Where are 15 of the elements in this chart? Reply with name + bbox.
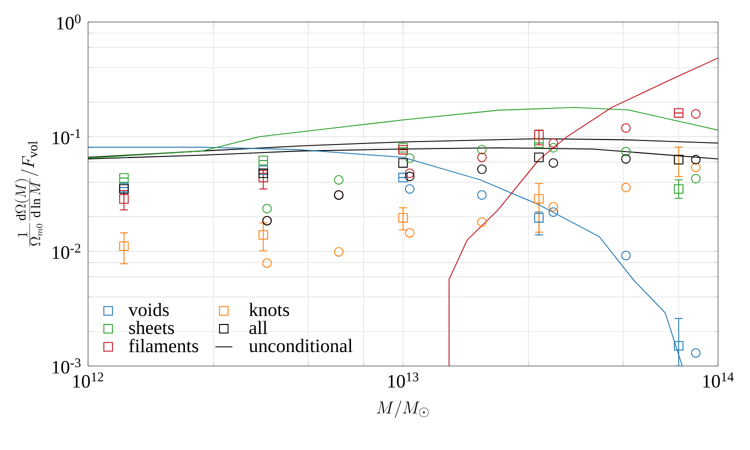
y-tick-label: 10$^{-3}$ <box>52 358 81 374</box>
x-tick-label: 10$^{14}$ <box>703 372 734 388</box>
y-tick-label: 10$^{-2}$ <box>52 244 80 259</box>
legend-label: knots <box>249 302 290 316</box>
legend-label: sheets <box>129 320 174 334</box>
legend-label: unconditional <box>249 338 352 352</box>
x-axis-title: $M/M_\odot$ <box>376 400 429 418</box>
legend-label: voids <box>128 302 169 316</box>
x-tick-label: 10$^{12}$ <box>73 372 104 388</box>
legend-label: filaments <box>129 338 198 352</box>
legend-label: all <box>249 320 268 334</box>
x-tick-label: 10$^{13}$ <box>388 372 418 388</box>
y-tick-label: 10$^{-1}$ <box>52 129 80 144</box>
y-axis-title: $\frac{1}{\Omega_{m0}}\frac{\mathrm{d}\Omega(M)}{\mathrm{d}\ln M}\Big/F_{\mathrm{vol}}$ <box>14 141 42 246</box>
y-tick-label: 10$^{0}$ <box>57 14 81 30</box>
